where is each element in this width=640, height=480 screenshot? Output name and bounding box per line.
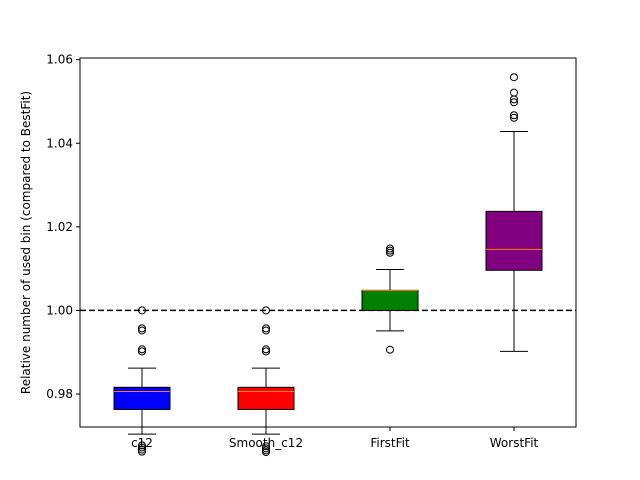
- y-axis-label: Relative number of used bin (compared to…: [19, 91, 33, 394]
- outlier-point: [262, 326, 270, 335]
- outlier-point: [138, 347, 146, 356]
- outlier-point: [262, 345, 270, 354]
- outlier-point: [138, 326, 146, 335]
- outlier-point: [262, 442, 270, 451]
- y-tick-label: 1.02: [46, 220, 73, 234]
- box-c12: [113, 306, 171, 456]
- box-FirstFit: [361, 244, 419, 354]
- outlier-point: [386, 248, 394, 257]
- outlier-point: [138, 441, 146, 450]
- outlier-point: [138, 443, 146, 452]
- x-tick-label: FirstFit: [370, 436, 410, 450]
- outlier-point: [138, 306, 146, 315]
- box-iqr: [485, 210, 543, 271]
- outlier-point: [510, 73, 518, 82]
- outlier-point: [262, 347, 270, 356]
- outlier-point: [138, 324, 146, 333]
- box-iqr: [113, 386, 171, 410]
- outlier-point: [510, 88, 518, 97]
- x-tick-label: c12: [131, 436, 153, 450]
- axes: 0.98 1.00 1.02 1.04 1.06 c12 Smooth_c12 FirstFi…: [46, 53, 538, 450]
- outlier-point: [138, 445, 146, 454]
- outlier-point: [510, 98, 518, 107]
- y-tick-label: 0.98: [46, 387, 73, 401]
- outlier-point: [262, 306, 270, 315]
- outlier-point: [138, 447, 146, 456]
- y-tick-label: 1.04: [46, 136, 73, 150]
- outlier-point: [262, 446, 270, 455]
- plot-area: [80, 73, 576, 457]
- box-iqr: [237, 386, 295, 410]
- outlier-point: [510, 111, 518, 120]
- outlier-point: [262, 444, 270, 453]
- outlier-point: [386, 246, 394, 255]
- outlier-point: [138, 345, 146, 354]
- box-WorstFit: [485, 73, 543, 352]
- outlier-point: [386, 244, 394, 253]
- box-iqr: [361, 289, 419, 311]
- outlier-point: [262, 324, 270, 333]
- x-tick-label: Smooth_c12: [229, 436, 303, 450]
- outlier-point: [386, 345, 394, 354]
- x-tick-label: WorstFit: [490, 436, 539, 450]
- box-Smooth_c12: [237, 306, 295, 457]
- axes-frame: [79, 57, 577, 428]
- y-tick-label: 1.00: [46, 303, 73, 317]
- outlier-point: [510, 113, 518, 122]
- y-tick-label: 1.06: [46, 53, 73, 67]
